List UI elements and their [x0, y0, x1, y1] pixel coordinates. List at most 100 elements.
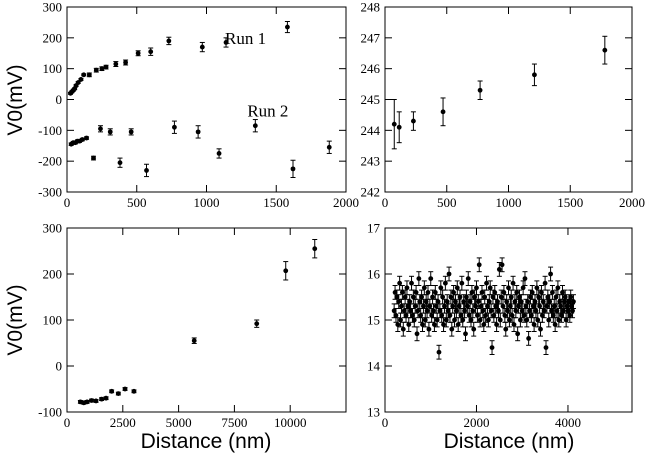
- data-point: [436, 349, 442, 355]
- data-point: [561, 299, 567, 304]
- data-point: [79, 137, 85, 142]
- x-tick-label: 1000: [496, 195, 522, 210]
- data-point: [430, 294, 435, 300]
- y-tick-label: 244: [361, 123, 381, 138]
- data-point: [461, 299, 467, 304]
- data-point: [517, 294, 522, 300]
- data-point: [504, 299, 510, 304]
- data-point: [290, 166, 296, 172]
- data-point: [496, 308, 501, 314]
- data-point: [515, 331, 521, 337]
- data-point: [395, 322, 401, 327]
- x-tick-label: 0: [64, 415, 71, 430]
- data-point: [532, 72, 537, 78]
- data-point: [522, 276, 528, 281]
- y-tick-label: 248: [361, 0, 381, 15]
- data-point: [458, 313, 464, 318]
- data-point: [457, 294, 463, 300]
- data-point: [475, 299, 481, 304]
- data-point: [432, 322, 437, 327]
- data-point: [513, 308, 519, 314]
- data-point: [144, 168, 149, 173]
- data-point: [552, 322, 558, 327]
- data-point: [429, 313, 435, 318]
- data-point: [500, 303, 506, 309]
- data-point: [455, 322, 461, 327]
- data-point: [551, 303, 557, 309]
- y-axis-label-top: V0(mV): [4, 64, 27, 135]
- data-point: [494, 322, 500, 327]
- data-point: [495, 299, 500, 304]
- data-point: [131, 388, 137, 394]
- y-tick-label: 243: [361, 154, 381, 169]
- data-point: [426, 326, 432, 332]
- data-point: [437, 308, 443, 314]
- data-point: [113, 61, 119, 67]
- data-point: [166, 38, 172, 44]
- data-point: [544, 303, 550, 309]
- data-point: [285, 24, 290, 30]
- data-point: [428, 276, 434, 281]
- data-point: [396, 299, 402, 304]
- data-point: [521, 313, 527, 318]
- panel-bottom-right: 0 2000 4000 13 14 15 16 17 Distance (nm): [367, 221, 633, 453]
- data-point: [464, 294, 469, 300]
- data-point: [536, 294, 542, 300]
- plot-frame-top-right: [384, 6, 633, 193]
- data-point: [427, 303, 433, 309]
- data-point: [442, 280, 448, 286]
- data-point: [216, 151, 222, 156]
- y-tick-label: 14: [367, 359, 381, 374]
- data-point: [602, 47, 608, 53]
- data-point: [393, 313, 399, 318]
- data-point: [416, 276, 422, 281]
- data-marks-bottom-right: [391, 257, 576, 360]
- data-point: [410, 294, 416, 300]
- data-point: [546, 317, 552, 323]
- data-point: [414, 331, 420, 337]
- data-point: [453, 299, 458, 304]
- y-tick-label: 200: [43, 267, 63, 282]
- data-point: [460, 317, 466, 323]
- data-point: [408, 308, 414, 314]
- data-point: [107, 129, 113, 135]
- data-point: [474, 313, 480, 318]
- data-point: [410, 313, 415, 318]
- data-point: [172, 124, 177, 130]
- data-point: [421, 285, 427, 291]
- data-point: [123, 60, 128, 65]
- data-point: [128, 129, 134, 135]
- data-point: [438, 285, 444, 291]
- x-tick-label: 2000: [619, 195, 645, 210]
- data-point: [535, 317, 541, 323]
- data-point: [283, 268, 289, 274]
- data-point: [540, 299, 546, 304]
- data-point: [481, 322, 487, 327]
- data-point: [199, 44, 205, 50]
- x-tick-label: 500: [437, 195, 457, 210]
- ticks-top-left: [66, 6, 347, 193]
- data-point: [441, 322, 446, 327]
- y-tick-label: 300: [43, 221, 63, 236]
- y-tick-label: 15: [367, 313, 380, 328]
- data-point: [404, 285, 410, 291]
- data-point: [547, 299, 553, 304]
- data-point: [446, 271, 452, 277]
- data-point: [488, 308, 494, 314]
- data-point: [486, 299, 492, 304]
- data-point: [447, 313, 453, 318]
- data-point: [439, 313, 445, 318]
- data-point: [411, 317, 417, 323]
- data-point: [417, 299, 423, 304]
- data-point: [483, 313, 489, 318]
- data-point: [568, 294, 574, 300]
- data-point: [507, 303, 513, 309]
- data-point: [527, 308, 532, 314]
- ticks-top-right: [384, 6, 633, 193]
- x-tick-label: 1500: [263, 195, 289, 210]
- data-point: [570, 308, 575, 314]
- data-point: [326, 144, 332, 150]
- data-point: [492, 290, 498, 295]
